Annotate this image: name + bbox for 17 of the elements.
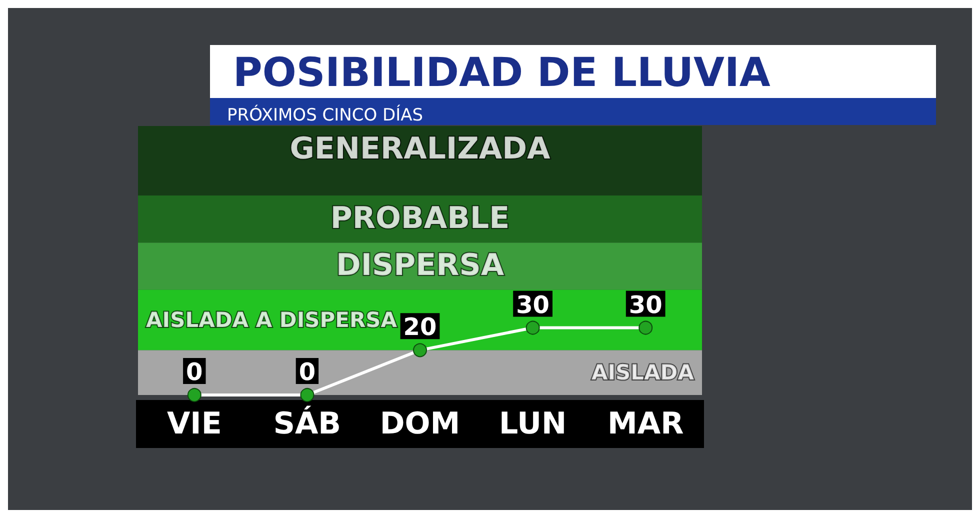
band-label: GENERALIZADA	[290, 132, 551, 166]
data-label: 30	[516, 290, 550, 319]
band-label: AISLADA	[591, 360, 695, 385]
x-tick-label: LUN	[499, 406, 567, 442]
x-tick-label: SÁB	[273, 406, 342, 442]
band-label: AISLADA A DISPERSA	[146, 308, 398, 332]
x-tick-label: VIE	[166, 406, 222, 442]
chart-subtitle: PRÓXIMOS CINCO DÍAS	[227, 104, 424, 126]
data-label: 0	[298, 358, 316, 386]
data-label: 20	[403, 313, 437, 342]
x-tick-label: MAR	[608, 406, 684, 442]
band-label: DISPERSA	[336, 248, 505, 284]
chart-title: POSIBILIDAD DE LLUVIA	[233, 50, 770, 96]
band-label: PROBABLE	[330, 200, 510, 236]
data-label: 30	[628, 290, 662, 319]
x-tick-label: DOM	[380, 406, 460, 442]
data-label: 0	[186, 358, 203, 386]
